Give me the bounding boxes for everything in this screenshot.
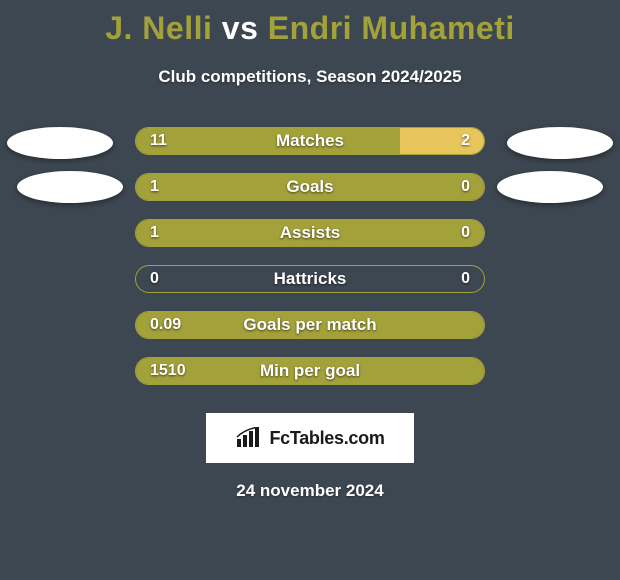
stat-row: 10Goals — [0, 173, 620, 201]
source-logo: FcTables.com — [206, 413, 414, 463]
stat-row: 00Hattricks — [0, 265, 620, 293]
value-right: 0 — [461, 219, 470, 247]
stat-row: 0.09Goals per match — [0, 311, 620, 339]
bar-track — [135, 265, 485, 293]
value-left: 0 — [150, 265, 159, 293]
stat-row: 10Assists — [0, 219, 620, 247]
player1-name: J. Nelli — [105, 10, 212, 46]
bar-track — [135, 127, 485, 155]
logo-text: FcTables.com — [269, 428, 384, 449]
bar-left — [136, 312, 484, 338]
stat-row: 112Matches — [0, 127, 620, 155]
date: 24 november 2024 — [0, 481, 620, 501]
value-left: 11 — [150, 127, 167, 155]
value-right: 0 — [461, 173, 470, 201]
player2-name: Endri Muhameti — [268, 10, 515, 46]
bar-left — [136, 358, 484, 384]
value-right: 0 — [461, 265, 470, 293]
bar-track — [135, 173, 485, 201]
vs-text: vs — [222, 10, 259, 46]
stats-container: 112Matches10Goals10Assists00Hattricks0.0… — [0, 127, 620, 385]
bar-left — [136, 174, 484, 200]
subtitle: Club competitions, Season 2024/2025 — [0, 67, 620, 87]
bar-track — [135, 357, 485, 385]
chart-icon — [235, 427, 263, 449]
bar-left — [136, 220, 484, 246]
comparison-title: J. Nelli vs Endri Muhameti — [0, 0, 620, 47]
bar-right — [400, 128, 484, 154]
bar-track — [135, 219, 485, 247]
value-left: 1510 — [150, 357, 186, 385]
value-left: 1 — [150, 173, 159, 201]
value-right: 2 — [461, 127, 470, 155]
stat-row: 1510Min per goal — [0, 357, 620, 385]
value-left: 0.09 — [150, 311, 181, 339]
bar-left — [136, 128, 400, 154]
bar-track — [135, 311, 485, 339]
value-left: 1 — [150, 219, 159, 247]
